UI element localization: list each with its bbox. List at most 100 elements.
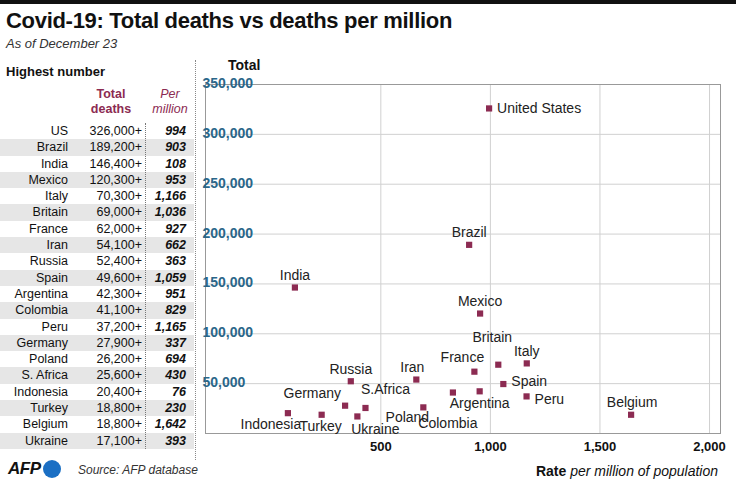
html-text:393: 393 xyxy=(165,433,186,448)
html-text:Rate per million of population: Rate per million of population xyxy=(535,463,718,479)
html-text:337: 337 xyxy=(165,335,186,350)
html-text:Italy: Italy xyxy=(45,189,68,204)
svg-text:Turkey: Turkey xyxy=(300,418,342,434)
html-text:1,036: 1,036 xyxy=(154,205,186,220)
html-text:1,165: 1,165 xyxy=(154,319,186,334)
svg-text:Iran: Iran xyxy=(400,359,424,375)
svg-text:Indonesia: Indonesia xyxy=(241,416,302,432)
svg-text:1,500: 1,500 xyxy=(584,439,617,454)
svg-text:1,000: 1,000 xyxy=(474,439,507,454)
html-text:363: 363 xyxy=(165,254,186,269)
html-text:Belgium: Belgium xyxy=(22,417,68,432)
svg-text:France: France xyxy=(441,349,485,365)
html-text:US: US xyxy=(50,124,68,138)
html-text:Highest number: Highest number xyxy=(6,64,105,79)
svg-text:Poland: Poland xyxy=(385,408,430,425)
html-text:430: 430 xyxy=(165,368,186,383)
html-text:951: 951 xyxy=(165,287,186,301)
html-text:Germany: Germany xyxy=(16,335,68,350)
html-text:189,200+: 189,200+ xyxy=(89,140,142,155)
html-text:70,300+: 70,300+ xyxy=(96,189,142,204)
html-text:Total deaths: Total deaths xyxy=(90,87,132,116)
html-text:Per million: Per million xyxy=(152,87,188,116)
html-text:694: 694 xyxy=(165,352,186,367)
html-text:Brazil: Brazil xyxy=(36,140,68,155)
svg-text:300,000: 300,000 xyxy=(203,125,254,141)
html-text:India: India xyxy=(40,156,68,171)
svg-text:2,000: 2,000 xyxy=(693,439,726,454)
html-text:49,600+: 49,600+ xyxy=(96,270,142,285)
html-text:120,300+: 120,300+ xyxy=(89,172,142,187)
svg-text:Argentina: Argentina xyxy=(450,395,510,411)
html-text:1,166: 1,166 xyxy=(154,189,186,204)
html-text:Source: AFP database: Source: AFP database xyxy=(78,463,198,477)
svg-text:500: 500 xyxy=(370,439,392,454)
html-text:42,300+: 42,300+ xyxy=(96,287,142,301)
html-text:41,100+: 41,100+ xyxy=(96,303,142,318)
svg-text:Germany: Germany xyxy=(284,385,342,401)
html-text:Covid-19: Total deaths vs deat: Covid-19: Total deaths vs deaths per mil… xyxy=(6,8,452,33)
html-text:76: 76 xyxy=(172,384,186,399)
svg-text:S.Africa: S.Africa xyxy=(361,381,410,397)
html-text:17,100+: 17,100+ xyxy=(96,433,142,448)
html-text:Spain: Spain xyxy=(36,270,68,285)
svg-text:200,000: 200,000 xyxy=(203,225,254,241)
html-text:France: France xyxy=(29,221,68,236)
html-text:Argentina: Argentina xyxy=(14,287,68,301)
html-text:18,800+: 18,800+ xyxy=(96,401,142,415)
html-text:Colombia: Colombia xyxy=(15,303,68,318)
html-text:25,600+: 25,600+ xyxy=(96,368,142,383)
html-text:662: 662 xyxy=(165,238,186,253)
html-text:Peru: Peru xyxy=(41,319,68,334)
html-text:27,900+: 27,900+ xyxy=(96,335,142,350)
svg-text:Russia: Russia xyxy=(329,361,372,377)
svg-text:350,000: 350,000 xyxy=(203,75,254,91)
svg-text:150,000: 150,000 xyxy=(203,274,254,290)
html-text:230: 230 xyxy=(165,401,186,415)
html-text:37,200+: 37,200+ xyxy=(96,319,142,334)
html-text:Mexico: Mexico xyxy=(28,172,68,187)
html-text:108: 108 xyxy=(165,156,186,171)
html-text:1,059: 1,059 xyxy=(154,270,186,285)
svg-text:50,000: 50,000 xyxy=(203,374,246,390)
html-text:994: 994 xyxy=(165,124,186,138)
svg-text:Italy: Italy xyxy=(514,343,540,359)
html-text:326,000+: 326,000+ xyxy=(89,124,142,138)
html-text:20,400+: 20,400+ xyxy=(96,384,142,399)
html-text:S. Africa: S. Africa xyxy=(21,368,68,383)
svg-text:India: India xyxy=(280,267,311,283)
svg-text:United States: United States xyxy=(497,100,581,116)
html-text:54,100+: 54,100+ xyxy=(96,238,142,253)
html-text:69,000+: 69,000+ xyxy=(96,205,142,220)
svg-text:Peru: Peru xyxy=(535,391,565,407)
html-text:52,400+: 52,400+ xyxy=(96,254,142,269)
html-text:Turkey: Turkey xyxy=(30,401,68,415)
html-text:Poland: Poland xyxy=(29,352,68,367)
html-text:1,642: 1,642 xyxy=(154,417,186,432)
svg-text:Brazil: Brazil xyxy=(452,224,487,240)
svg-text:Britain: Britain xyxy=(472,329,512,345)
html-text:Russia: Russia xyxy=(29,254,68,269)
html-text:Ukraine: Ukraine xyxy=(24,433,68,448)
html-text:146,400+: 146,400+ xyxy=(89,156,142,171)
html-text:Iran: Iran xyxy=(46,238,68,253)
html-text:26,200+: 26,200+ xyxy=(96,352,142,367)
html-text:953: 953 xyxy=(165,172,186,187)
svg-text:100,000: 100,000 xyxy=(203,324,254,340)
html-text:As of December 23: As of December 23 xyxy=(6,36,118,51)
html-text:Total: Total xyxy=(228,57,261,73)
html-text:903: 903 xyxy=(165,140,186,155)
html-text:927: 927 xyxy=(165,221,186,236)
html-text:829: 829 xyxy=(165,303,186,318)
html-text:AFP: AFP xyxy=(8,459,41,478)
svg-text:Spain: Spain xyxy=(511,373,547,389)
html-text:Indonesia: Indonesia xyxy=(13,384,68,399)
html-text:Britain: Britain xyxy=(32,205,68,220)
svg-text:Ukraine: Ukraine xyxy=(351,421,399,437)
svg-text:Mexico: Mexico xyxy=(458,293,503,309)
html-text:62,000+: 62,000+ xyxy=(96,221,142,236)
html-text:18,800+: 18,800+ xyxy=(96,417,142,432)
svg-text:250,000: 250,000 xyxy=(203,175,254,191)
svg-text:Belgium: Belgium xyxy=(607,394,658,410)
svg-text:Colombia: Colombia xyxy=(418,415,478,431)
